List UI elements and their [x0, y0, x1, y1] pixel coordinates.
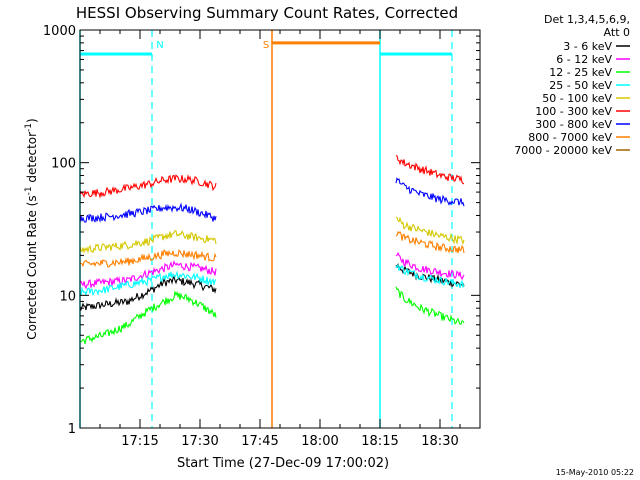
series-line: [395, 251, 465, 281]
x-tick-label: 18:00: [301, 434, 338, 449]
flag-label: S: [263, 40, 269, 51]
series-line: [395, 216, 465, 246]
legend-entry-label: 12 - 25 keV: [549, 66, 612, 79]
legend-entry-label: 25 - 50 keV: [549, 79, 612, 92]
x-tick-label: 18:15: [361, 434, 398, 449]
y-tick-label: 100: [51, 157, 76, 172]
series-line: [395, 177, 465, 207]
series-line: [395, 155, 465, 185]
legend-entry-label: 3 - 6 keV: [563, 40, 612, 53]
series-line: [395, 286, 465, 325]
x-tick-label: 18:30: [421, 434, 458, 449]
series-line: [395, 264, 465, 289]
legend-entry-label: 300 - 800 keV: [535, 118, 612, 131]
series-line: [80, 259, 217, 290]
legend-header-line2: Att 0: [604, 26, 630, 39]
x-axis-label: Start Time (27-Dec-09 17:00:02): [177, 456, 389, 471]
x-axis: 17:15 17:30 17:45 18:00 18:15 18:30: [99, 30, 461, 449]
legend-entry-label: 100 - 300 keV: [535, 105, 612, 118]
series-line: [79, 202, 217, 223]
y-axis-label-part2: detector: [25, 132, 39, 187]
y-axis-label-sup1: -1: [24, 186, 34, 195]
y-axis-label-sup2: -1: [24, 123, 34, 132]
x-tick-label: 17:15: [121, 434, 158, 449]
flag-label: N: [156, 40, 163, 51]
x-tick-label: 17:45: [241, 434, 278, 449]
y-tick-label: 1000: [43, 24, 76, 39]
chart-title: HESSI Observing Summary Count Rates, Cor…: [76, 4, 458, 22]
legend-entry-label: 800 - 7000 keV: [528, 131, 612, 144]
y-axis: 1 10 100 1000: [43, 24, 480, 437]
series-line: [79, 249, 217, 268]
legend-entry-label: 6 - 12 keV: [556, 53, 612, 66]
series-line: [395, 230, 465, 254]
y-axis-label: Corrected Count Rate (s-1 detector-1): [24, 118, 39, 339]
series-line: [79, 270, 217, 297]
y-tick-label: 10: [59, 289, 76, 304]
x-tick-label: 17:30: [181, 434, 218, 449]
y-axis-label-part1: Corrected Count Rate (s: [25, 195, 39, 339]
legend-entry-label: 50 - 100 keV: [542, 92, 612, 105]
footer-date: 15-May-2010 05:22: [556, 468, 634, 477]
series-line: [79, 275, 217, 312]
series-line: [79, 290, 217, 345]
series-line: [79, 230, 217, 254]
y-tick-label: 1: [68, 422, 76, 437]
series-layer: [79, 155, 465, 345]
series-line: [79, 173, 217, 199]
y-axis-label-part3: ): [25, 118, 39, 123]
legend-entry-label: 7000 - 20000 keV: [514, 144, 612, 157]
legend-header-line1: Det 1,3,4,5,6,9,: [544, 13, 630, 26]
